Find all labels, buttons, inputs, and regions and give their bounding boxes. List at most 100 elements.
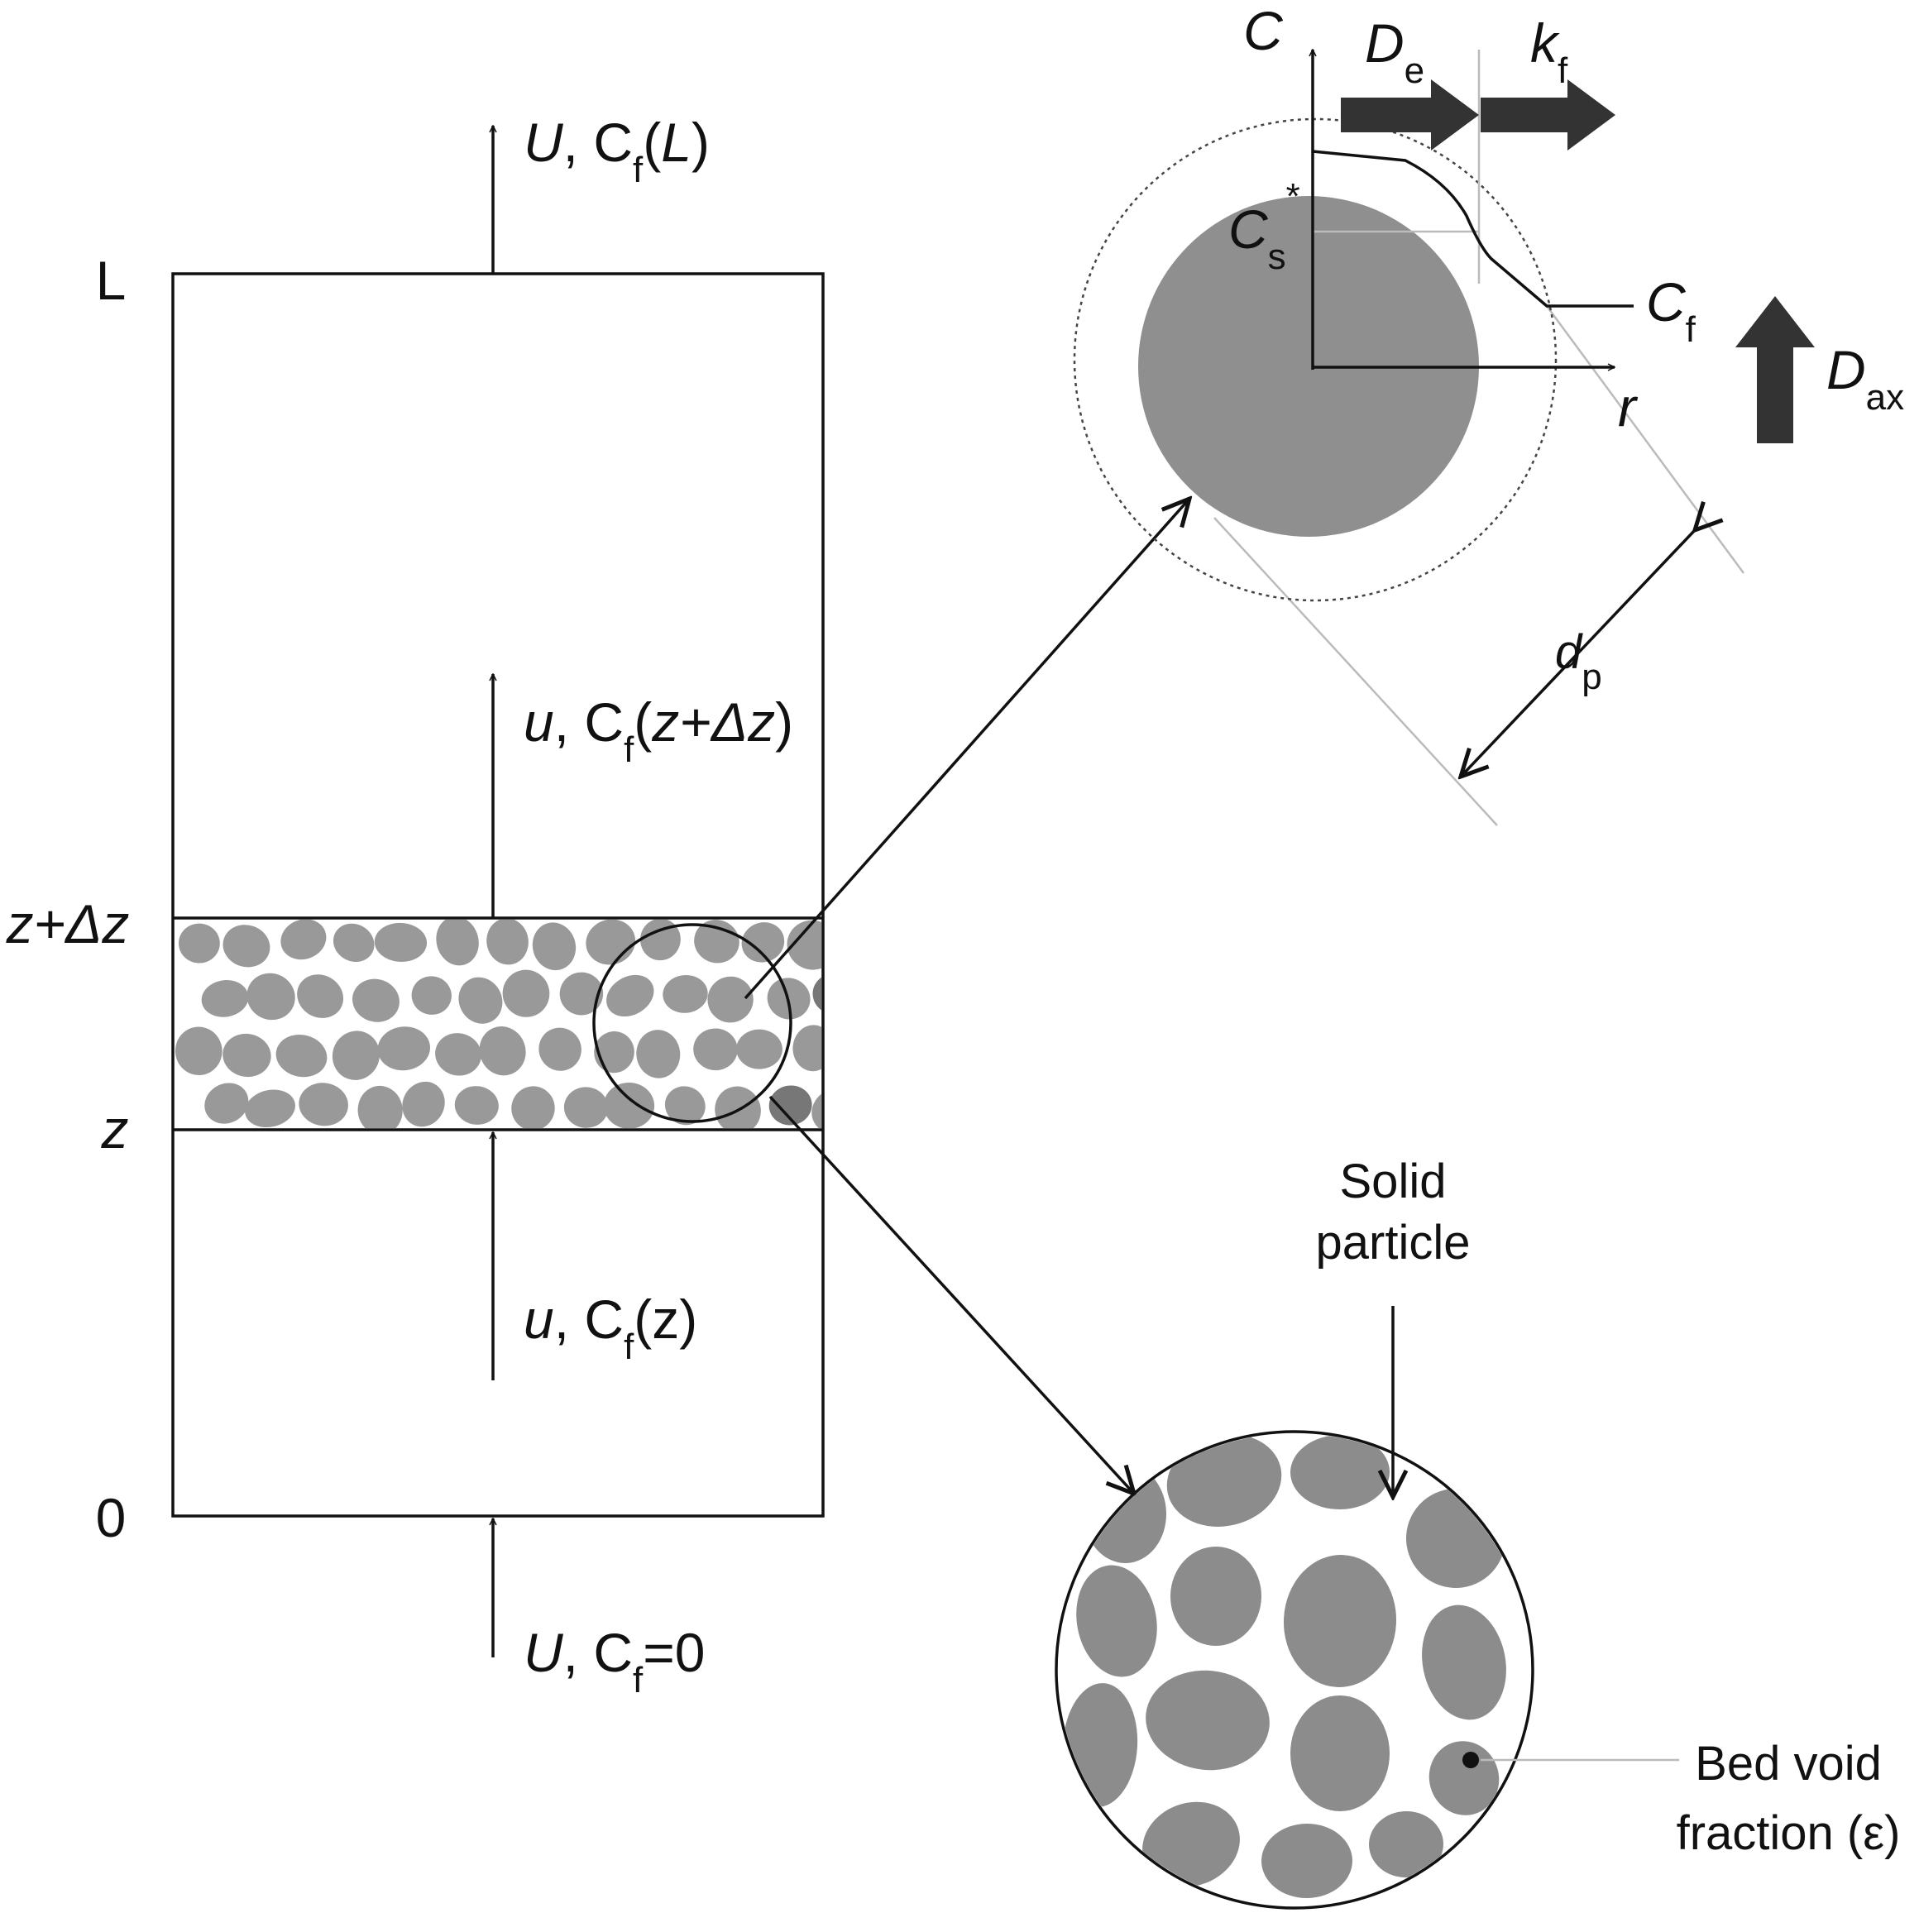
t: D <box>1826 339 1866 400</box>
t: f <box>633 1660 644 1700</box>
particle <box>787 920 821 970</box>
kf-label: kf <box>1530 12 1568 91</box>
t: U <box>524 112 563 173</box>
t: D <box>1365 12 1405 74</box>
inlet-label: U, Cf=0 <box>524 1622 706 1700</box>
t: f <box>1558 50 1568 91</box>
solid-label: particle <box>1316 1216 1471 1270</box>
film-boundary <box>1073 117 1558 602</box>
t: u <box>524 1289 554 1350</box>
particle <box>436 920 479 966</box>
t: (z) <box>634 1289 697 1350</box>
dax-arrow <box>1735 296 1815 443</box>
t: f <box>624 1327 634 1367</box>
particle <box>299 1083 348 1126</box>
de-arrow <box>1341 79 1479 151</box>
particle <box>640 920 681 961</box>
particle <box>178 923 220 964</box>
t: , C <box>554 1289 624 1350</box>
t: * <box>1286 176 1300 217</box>
concentration-profile <box>1312 150 1634 308</box>
dp-label: dp <box>1555 625 1602 697</box>
slice-in-label: u, Cf(z) <box>524 1289 697 1367</box>
particle <box>1428 1741 1500 1815</box>
t: s <box>1268 237 1286 277</box>
t: L <box>661 112 692 173</box>
particle <box>502 969 550 1017</box>
axis-r-label: r <box>1618 376 1639 438</box>
void-label: fraction (ε) <box>1677 1806 1901 1860</box>
t: , C <box>563 112 633 173</box>
particle <box>594 1031 634 1074</box>
dp-arrow <box>1461 530 1695 777</box>
particle <box>663 974 708 1013</box>
t: e <box>1405 50 1424 91</box>
label-z: z <box>101 1098 129 1160</box>
particle <box>792 1025 821 1072</box>
label-l: L <box>96 250 127 311</box>
particle <box>357 1085 403 1128</box>
particle <box>586 920 636 965</box>
particle <box>332 1031 380 1080</box>
t: f <box>633 150 644 190</box>
particle <box>664 1086 706 1126</box>
particle <box>374 922 428 962</box>
particle <box>246 973 295 1021</box>
particle <box>538 1027 581 1071</box>
t: =0 <box>643 1622 705 1683</box>
zoom-circle <box>592 923 792 1123</box>
particle <box>603 1082 655 1128</box>
particle <box>1146 1670 1270 1771</box>
particle <box>479 1026 526 1076</box>
axis-c-label: C <box>1243 0 1284 61</box>
particle <box>377 1026 431 1071</box>
particle <box>333 923 375 962</box>
t: , C <box>563 1622 633 1683</box>
solid-label: Solid <box>1340 1155 1447 1208</box>
bed-particles <box>1062 1434 1506 1899</box>
void-dot <box>1462 1752 1479 1768</box>
particle <box>201 980 249 1017</box>
particle <box>297 974 344 1018</box>
outlet-label: U, Cf(L) <box>524 112 710 190</box>
particle <box>1369 1810 1443 1878</box>
t: f <box>1686 309 1696 350</box>
particle <box>1062 1683 1138 1807</box>
particle <box>245 1089 295 1128</box>
particle <box>559 972 604 1016</box>
t: C <box>1646 271 1687 332</box>
particle <box>532 922 577 971</box>
guide-line <box>1545 305 1745 574</box>
label-0: 0 <box>96 1487 127 1548</box>
particle <box>175 1026 223 1076</box>
particle <box>1166 1434 1282 1527</box>
slice-out-label: u, Cf(z+Δz) <box>524 691 793 770</box>
t: U <box>524 1622 563 1683</box>
particle <box>1261 1823 1352 1899</box>
particle <box>636 1030 681 1078</box>
particle <box>812 973 821 1015</box>
connector <box>744 499 1189 1000</box>
t: p <box>1582 657 1601 697</box>
particle <box>486 920 529 965</box>
t: ) <box>692 112 710 173</box>
cf-label: Cf <box>1646 271 1696 350</box>
particle <box>204 1083 249 1124</box>
dax-label: Dax <box>1826 339 1904 418</box>
particle <box>1283 1555 1397 1687</box>
t: ax <box>1866 377 1904 418</box>
particle <box>275 1035 328 1078</box>
de-label: De <box>1365 12 1424 91</box>
particle <box>223 925 270 968</box>
void-label: Bed void <box>1695 1737 1882 1791</box>
cs-label: Cs* <box>1228 176 1300 277</box>
particle <box>707 976 754 1023</box>
particle <box>280 920 327 960</box>
slice-particles <box>175 920 821 1128</box>
particle <box>1290 1695 1390 1811</box>
t: z+Δz <box>651 691 775 753</box>
particle <box>352 978 400 1022</box>
t: u <box>524 691 554 753</box>
guide-line <box>1213 517 1498 826</box>
